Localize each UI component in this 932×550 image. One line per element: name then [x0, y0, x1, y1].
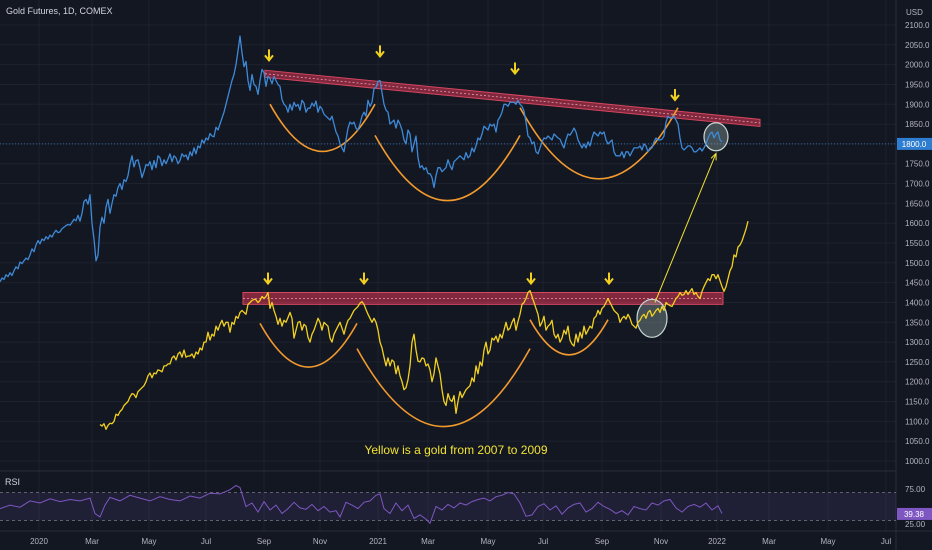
time-tick-label: 2021	[369, 537, 387, 546]
price-tick-label: 2000.0	[905, 61, 930, 70]
price-tick-label: 2050.0	[905, 41, 930, 50]
down-arrow-marker	[510, 62, 520, 76]
price-tick-label: 1050.0	[905, 437, 930, 446]
current-price-box[interactable]	[897, 137, 932, 150]
down-arrow-marker-head	[359, 277, 369, 286]
down-arrow-marker-head	[670, 94, 680, 102]
arrow-line	[654, 153, 717, 303]
price-tick-label: 1450.0	[905, 279, 930, 288]
highlight-ellipse	[636, 298, 668, 338]
time-tick-label: May	[141, 537, 156, 546]
down-arrow-marker	[670, 89, 680, 102]
rsi-value-label: 39.38	[904, 510, 925, 519]
grid-lines	[0, 0, 896, 531]
price-tick-label: 1850.0	[905, 120, 930, 129]
price-tick-label: 1750.0	[905, 160, 930, 169]
time-tick-label: May	[820, 537, 835, 546]
rsi-tick-label: 25.00	[905, 520, 926, 529]
cup-arc	[269, 103, 376, 153]
down-arrow-marker-head	[264, 54, 274, 62]
cup-arc	[356, 348, 531, 428]
symbol-title[interactable]: Gold Futures, 1D, COMEX	[6, 6, 113, 16]
down-arrow-marker-head	[375, 50, 385, 59]
series-gold-2007-2009[interactable]	[99, 221, 749, 430]
currency-label: USD	[906, 8, 923, 17]
down-arrow-marker-head	[510, 67, 520, 76]
down-arrow-marker-head	[526, 277, 536, 286]
highlight-ellipse	[703, 122, 729, 152]
time-tick-label: Jul	[201, 537, 211, 546]
down-arrow-marker	[263, 272, 273, 286]
chart-annotation: Yellow is a gold from 2007 to 2009	[364, 443, 547, 457]
cup-arc	[529, 319, 609, 356]
price-tick-label: 1900.0	[905, 100, 930, 109]
price-tick-label: 1000.0	[905, 457, 930, 466]
current-price-label: 1800.0	[902, 140, 927, 149]
time-tick-label: Jul	[538, 537, 548, 546]
price-tick-label: 1700.0	[905, 180, 930, 189]
rsi-line[interactable]	[0, 484, 723, 525]
price-tick-label: 1300.0	[905, 338, 930, 347]
down-arrow-marker-head	[263, 277, 273, 286]
time-tick-label: 2020	[30, 537, 48, 546]
down-arrow-marker	[375, 45, 385, 59]
pattern-overlays	[242, 69, 761, 428]
price-tick-label: 1150.0	[905, 398, 929, 407]
price-tick-label: 1500.0	[905, 259, 930, 268]
time-tick-label: May	[480, 537, 495, 546]
time-tick-label: Mar	[762, 537, 776, 546]
rsi-band	[0, 492, 896, 521]
rsi-tick-label: 75.00	[905, 485, 926, 494]
rsi-value-box[interactable]	[897, 507, 932, 520]
cup-arc	[374, 134, 521, 202]
time-tick-label: 2022	[708, 537, 726, 546]
arrow-head	[710, 152, 717, 161]
price-tick-label: 1200.0	[905, 378, 930, 387]
marker-layer	[263, 45, 680, 286]
down-arrow-marker	[264, 49, 274, 62]
down-arrow-marker	[526, 272, 536, 286]
time-tick-label: Nov	[654, 537, 668, 546]
price-tick-label: 1250.0	[905, 358, 930, 367]
down-arrow-marker-head	[604, 277, 614, 286]
price-tick-label: 1650.0	[905, 199, 930, 208]
time-tick-label: Nov	[313, 537, 327, 546]
down-arrow-marker	[604, 272, 614, 286]
price-tick-label: 2100.0	[905, 21, 930, 30]
series-layer	[0, 35, 749, 430]
time-tick-label: Jul	[881, 537, 891, 546]
price-tick-label: 1550.0	[905, 239, 930, 248]
down-arrow-marker	[359, 272, 369, 286]
axes: 2100.0 2050.0 2000.0 1950.0 1900.0 1850.0 1800…	[30, 21, 932, 546]
price-tick-label: 1600.0	[905, 219, 930, 228]
price-tick-label: 1100.0	[905, 417, 929, 426]
time-tick-label: Sep	[595, 537, 610, 546]
series-gold-2020-2021[interactable]	[0, 35, 723, 283]
rsi-pane[interactable]	[0, 484, 896, 525]
time-tick-label: Sep	[257, 537, 272, 546]
resistance-midline	[264, 73, 761, 124]
time-tick-label: Mar	[85, 537, 99, 546]
price-tick-label: 1950.0	[905, 80, 930, 89]
price-tick-label: 1400.0	[905, 298, 930, 307]
cup-arc	[259, 323, 358, 368]
time-tick-label: Mar	[421, 537, 435, 546]
price-tick-label: 1350.0	[905, 318, 930, 327]
rsi-title[interactable]: RSI	[5, 477, 20, 487]
